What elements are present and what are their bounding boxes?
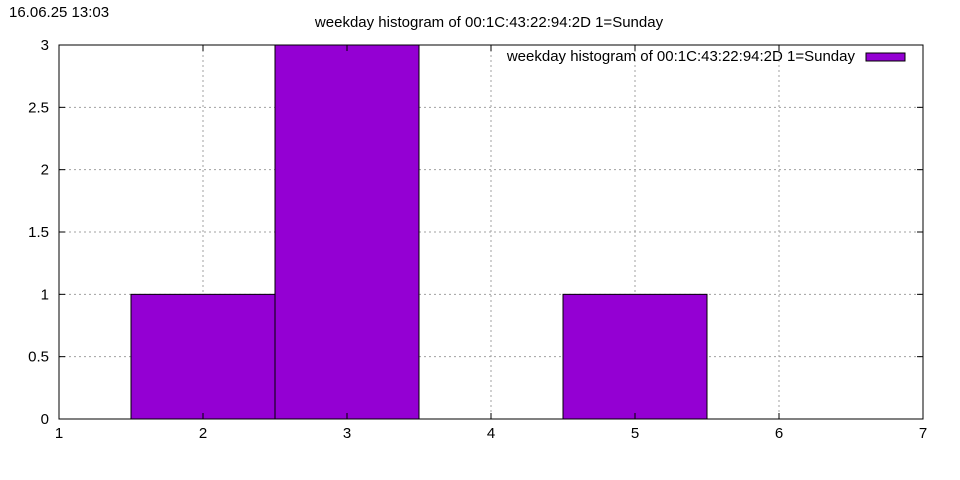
x-tick-label-5: 6 bbox=[775, 425, 783, 442]
bar-2 bbox=[130, 293, 276, 420]
x-tick-label-2: 3 bbox=[343, 425, 351, 442]
axis-ticks: 1 2 3 4 5 6 7 0 0.5 1 1.5 2 2.5 3 bbox=[28, 37, 927, 442]
y-tick-label-6: 3 bbox=[41, 37, 49, 54]
bar-5 bbox=[562, 293, 708, 420]
x-tick-label-0: 1 bbox=[55, 425, 63, 442]
legend-label: weekday histogram of 00:1C:43:22:94:2D 1… bbox=[506, 48, 856, 65]
y-tick-label-1: 0.5 bbox=[28, 349, 49, 366]
legend-swatch bbox=[865, 52, 906, 62]
x-tick-label-6: 7 bbox=[919, 425, 927, 442]
y-tick-label-3: 1.5 bbox=[28, 224, 49, 241]
x-tick-label-4: 5 bbox=[631, 425, 639, 442]
x-tick-label-1: 2 bbox=[199, 425, 207, 442]
y-tick-label-4: 2 bbox=[41, 162, 49, 179]
y-tick-label-2: 1 bbox=[41, 286, 49, 303]
chart-title: weekday histogram of 00:1C:43:22:94:2D 1… bbox=[314, 14, 664, 31]
y-tick-label-5: 2.5 bbox=[28, 99, 49, 116]
y-tick-label-0: 0 bbox=[41, 411, 49, 428]
legend: weekday histogram of 00:1C:43:22:94:2D 1… bbox=[506, 48, 906, 65]
bar-3 bbox=[274, 44, 420, 420]
timestamp: 16.06.25 13:03 bbox=[9, 4, 110, 21]
x-tick-label-3: 4 bbox=[487, 425, 495, 442]
